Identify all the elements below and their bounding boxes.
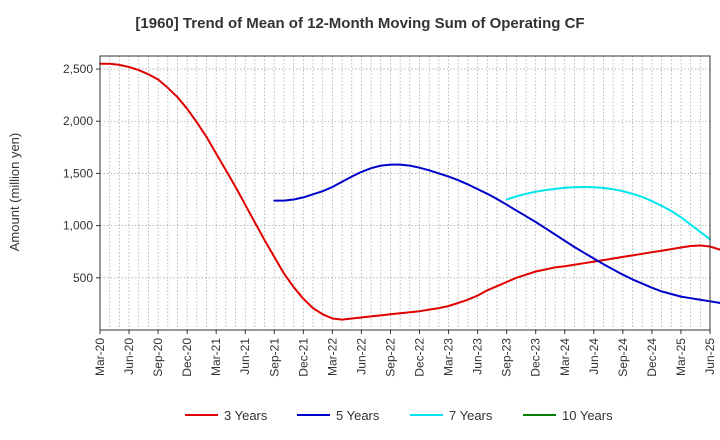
- x-tick-label: Jun-25: [703, 338, 717, 375]
- x-tick-label: Mar-22: [325, 338, 339, 376]
- x-tick-label: Sep-20: [151, 338, 165, 377]
- x-tick-label: Jun-24: [587, 338, 601, 375]
- y-tick-label: 1,500: [63, 166, 93, 180]
- series-line-5-years: [273, 163, 720, 304]
- x-tick-label: Sep-22: [383, 338, 397, 377]
- x-tick-label: Mar-23: [442, 338, 456, 376]
- x-tick-label: Jun-23: [471, 338, 485, 375]
- plot-area: [100, 56, 710, 330]
- legend-label-7-years: 7 Years: [449, 408, 493, 423]
- y-tick-label: 500: [73, 271, 93, 285]
- plot-background: [100, 56, 710, 330]
- x-tick-label: Jun-22: [354, 338, 368, 375]
- x-tick-label: Sep-24: [616, 338, 630, 377]
- x-tick-label: Jun-20: [122, 338, 136, 375]
- x-tick-label: Mar-20: [93, 338, 107, 376]
- series-line-3-years: [99, 62, 720, 321]
- y-axis-label: Amount (million yen): [7, 133, 22, 252]
- y-tick-label: 1,000: [63, 219, 93, 233]
- x-tick-label: Sep-23: [500, 338, 514, 377]
- legend-label-3-years: 3 Years: [224, 408, 268, 423]
- x-tick-label: Jun-21: [238, 338, 252, 375]
- legend: 3 Years 5 Years 7 Years 10 Years: [185, 408, 613, 423]
- gridlines: [100, 56, 710, 330]
- x-tick-label: Mar-21: [209, 338, 223, 376]
- x-tick-label: Dec-20: [180, 338, 194, 377]
- series-layer: [99, 62, 720, 321]
- plot-frame: [99, 55, 711, 331]
- series-line-7-years: [505, 186, 711, 241]
- x-tick-label: Dec-23: [529, 338, 543, 377]
- y-tick-label: 2,000: [63, 114, 93, 128]
- legend-label-5-years: 5 Years: [336, 408, 380, 423]
- x-tick-label: Sep-21: [267, 338, 281, 377]
- x-tick-label: Dec-21: [296, 338, 310, 377]
- x-axis-ticks: Mar-20 Jun-20 Sep-20 Dec-20 Mar-21 Jun-21 Sep-…: [93, 330, 717, 377]
- legend-label-10-years: 10 Years: [562, 408, 613, 423]
- x-tick-label: Mar-25: [674, 338, 688, 376]
- y-axis-ticks: 500 1,000 1,500 2,000 2,500: [63, 62, 100, 285]
- chart-title: [1960] Trend of Mean of 12-Month Moving …: [135, 15, 584, 32]
- x-tick-label: Mar-24: [558, 338, 572, 376]
- axes: [99, 55, 711, 331]
- y-tick-label: 2,500: [63, 62, 93, 76]
- x-tick-label: Dec-24: [645, 338, 659, 377]
- x-tick-label: Dec-22: [413, 338, 427, 377]
